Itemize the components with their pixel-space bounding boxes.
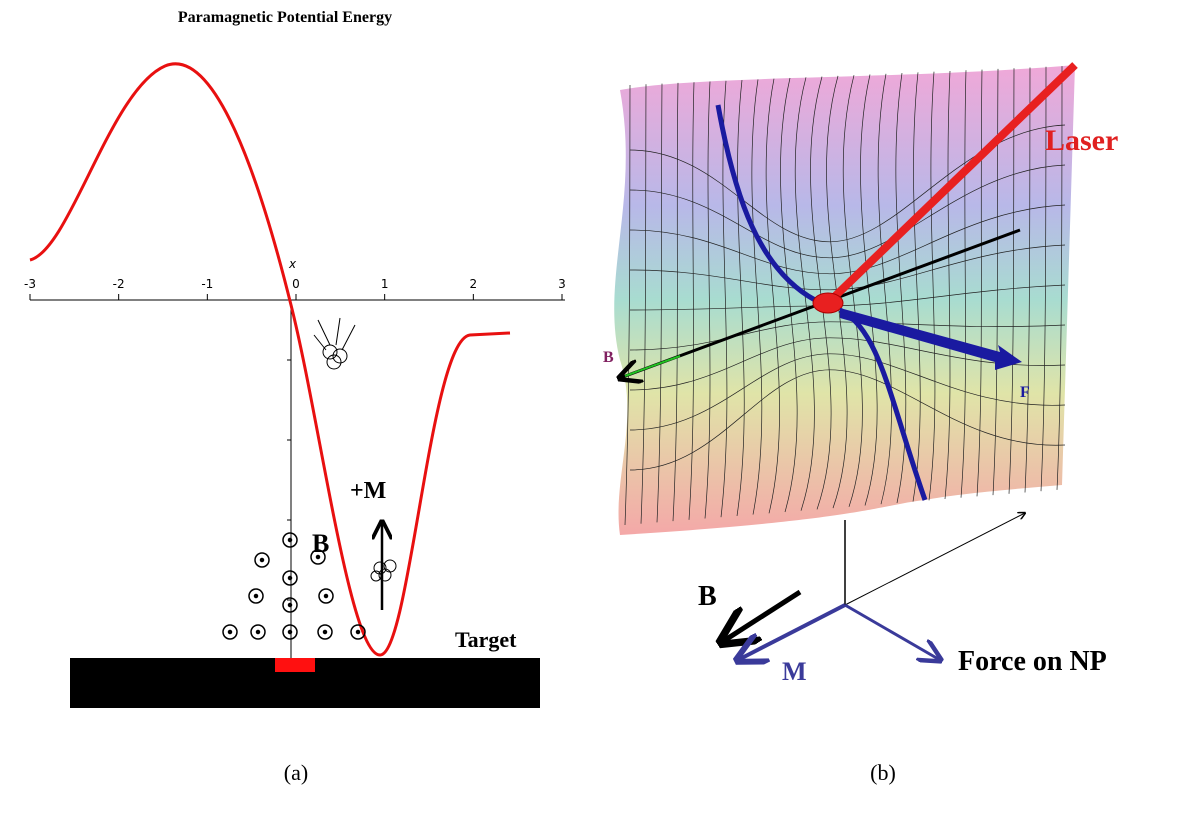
mesh-line	[794, 77, 815, 511]
surface-mesh	[624, 66, 1066, 526]
field-line-green	[624, 355, 681, 377]
mesh-line	[960, 70, 967, 498]
axis-force	[844, 603, 940, 660]
mesh-line	[895, 73, 907, 503]
mesh-line	[688, 82, 695, 520]
mesh-line	[944, 70, 951, 500]
surface	[614, 65, 1075, 535]
field-dot	[287, 537, 293, 543]
mesh-line	[629, 321, 1066, 351]
field-circle	[222, 624, 238, 640]
field-circle	[350, 624, 366, 640]
axes-field-label: B	[698, 581, 717, 612]
tick-label: 0	[292, 277, 300, 291]
field-dot	[315, 554, 321, 560]
laser-label: Laser	[1045, 124, 1118, 157]
field-dot	[322, 629, 328, 635]
mesh-line	[1024, 67, 1031, 493]
mesh-line	[992, 68, 999, 496]
potential-curve	[29, 62, 511, 657]
title: Paramagnetic Potential Energy	[178, 9, 392, 26]
field-label: B	[312, 529, 329, 558]
mesh-line	[1040, 66, 1047, 492]
mesh-line	[640, 84, 647, 524]
mesh-line	[629, 164, 1066, 259]
mesh-line	[704, 81, 711, 519]
field-dot	[227, 629, 233, 635]
field-circle	[317, 624, 333, 640]
field-dot	[355, 629, 361, 635]
mesh-line	[1056, 66, 1063, 490]
caption: (a)	[284, 760, 308, 785]
force-arrow	[840, 308, 1022, 370]
field-circle	[254, 552, 270, 568]
field-dot	[287, 575, 293, 581]
field-circle	[282, 532, 298, 548]
field-symbols	[222, 532, 366, 640]
mesh-line	[672, 82, 679, 522]
axes-moment-label: M	[782, 657, 807, 686]
field-circle	[282, 624, 298, 640]
mesh-line	[656, 83, 663, 523]
mesh-line	[976, 69, 983, 497]
force-label: F	[1020, 384, 1030, 401]
axes-force-label: Force on NP	[958, 646, 1107, 677]
tick-label: 3	[558, 277, 566, 291]
tick-label: 1	[381, 277, 389, 291]
axis-label: x	[288, 257, 297, 271]
field-dot	[259, 557, 265, 563]
field-circle	[282, 570, 298, 586]
field-dot	[323, 593, 329, 599]
laser	[825, 62, 1078, 306]
mesh-line	[751, 79, 763, 515]
tick-label: 2	[470, 277, 478, 291]
mesh-line	[629, 337, 1066, 391]
mesh-line	[860, 74, 878, 506]
field-dot	[255, 629, 261, 635]
target-label: Target	[455, 627, 517, 652]
mesh-line	[765, 78, 780, 514]
mesh-line	[912, 72, 921, 502]
mesh-line	[629, 244, 1066, 291]
mesh-line	[624, 84, 631, 526]
axis-diagonal	[844, 513, 1025, 606]
field-circle	[310, 549, 326, 565]
field-circle	[318, 588, 334, 604]
field-label: B	[603, 349, 614, 366]
axis-moment	[738, 603, 846, 660]
mesh-line	[877, 73, 892, 505]
field-circle	[250, 624, 266, 640]
mesh-line	[928, 71, 936, 501]
field-dot	[287, 629, 293, 635]
tick-label: -3	[24, 277, 36, 291]
mesh-line	[629, 369, 1066, 471]
field-circle	[282, 597, 298, 613]
tick-group: -3 -2 -1 0 1 2 3	[24, 277, 566, 601]
field-circle	[248, 588, 264, 604]
tick-label: -1	[201, 277, 213, 291]
mesh-line	[842, 75, 863, 507]
field-dot	[287, 602, 293, 608]
spot	[275, 658, 315, 672]
particle	[812, 292, 844, 314]
mesh-line	[629, 353, 1066, 431]
mesh-line	[629, 204, 1066, 275]
field-dot	[253, 593, 259, 599]
particle	[313, 317, 397, 582]
mesh-line	[736, 80, 745, 516]
tick-label: -2	[113, 277, 125, 291]
mesh-line	[1008, 68, 1015, 494]
caption: (b)	[870, 760, 896, 785]
mesh-line	[780, 77, 798, 513]
moment-label: +M	[350, 478, 386, 504]
